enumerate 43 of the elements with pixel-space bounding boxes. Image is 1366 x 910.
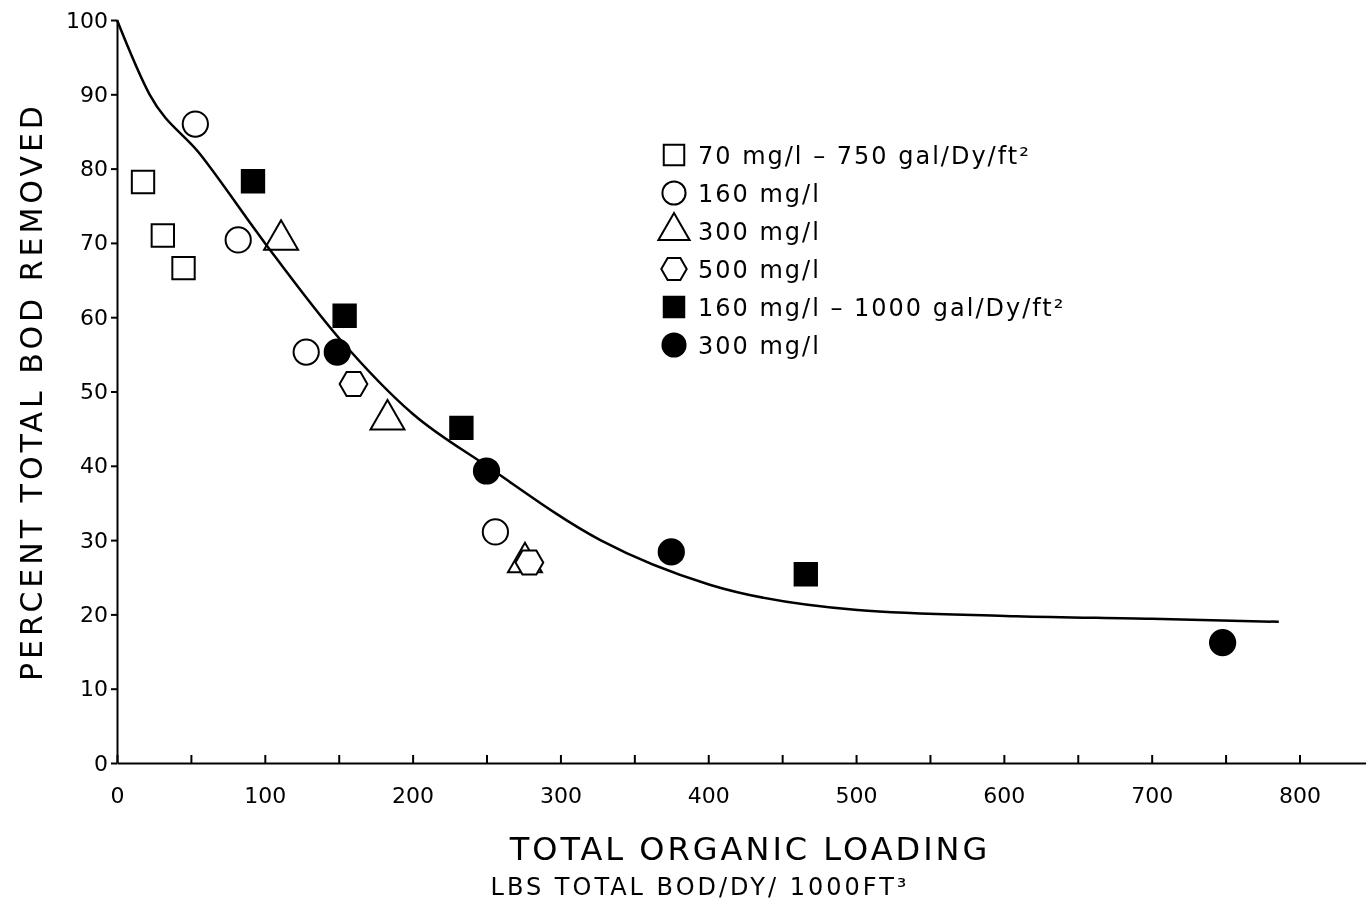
- point: [338, 371, 369, 398]
- x-tick-label: 300: [539, 782, 582, 808]
- y-tick-label: 0: [94, 750, 108, 776]
- legend-label: 160 mg/l: [698, 180, 821, 208]
- y-tick-label: 30: [80, 527, 108, 553]
- point: [292, 338, 320, 366]
- point: [181, 110, 209, 138]
- y-axis-title: PERCENT TOTAL BOD REMOVED: [14, 102, 49, 681]
- y-tick-label: 80: [80, 156, 108, 182]
- point: [150, 223, 175, 248]
- x-tick-label: 500: [835, 782, 878, 808]
- x-tick-label: 600: [983, 782, 1026, 808]
- legend-label: 160 mg/l – 1000 gal/Dy/ft²: [698, 294, 1066, 322]
- y-tick-label: 100: [66, 7, 108, 33]
- legend-label: 500 mg/l: [698, 256, 821, 284]
- y-tick-label: 20: [80, 601, 108, 627]
- x-tick-label: 0: [110, 782, 125, 808]
- y-tick-label: 90: [80, 81, 108, 107]
- point: [224, 226, 252, 254]
- point: [240, 169, 266, 194]
- legend-label: 300 mg/l: [698, 218, 821, 246]
- y-tick-label: 50: [80, 379, 108, 405]
- point: [1209, 629, 1237, 657]
- point: [323, 338, 351, 366]
- legend-label: 300 mg/l: [698, 332, 821, 360]
- point: [130, 169, 156, 195]
- point: [171, 255, 196, 281]
- point: [449, 415, 474, 441]
- y-tick-label: 60: [80, 304, 108, 330]
- y-tick-label: 10: [80, 676, 108, 702]
- x-tick-label: 200: [392, 782, 435, 808]
- point: [793, 562, 818, 587]
- x-tick-label: 700: [1131, 782, 1174, 808]
- x-tick-label: 800: [1278, 782, 1321, 808]
- x-axis-title: TOTAL ORGANIC LOADING LBS TOTAL BOD/DY/ 1000FT³: [490, 830, 991, 901]
- y-tick-label: 70: [80, 230, 108, 256]
- point: [481, 518, 510, 546]
- x-tick-label: 400: [687, 782, 730, 808]
- y-tick-label: 40: [80, 453, 108, 479]
- point: [332, 303, 357, 328]
- x-tick-label: 100: [244, 782, 287, 808]
- legend-label: 70 mg/l – 750 gal/Dy/ft²: [698, 142, 1031, 170]
- point: [657, 538, 685, 566]
